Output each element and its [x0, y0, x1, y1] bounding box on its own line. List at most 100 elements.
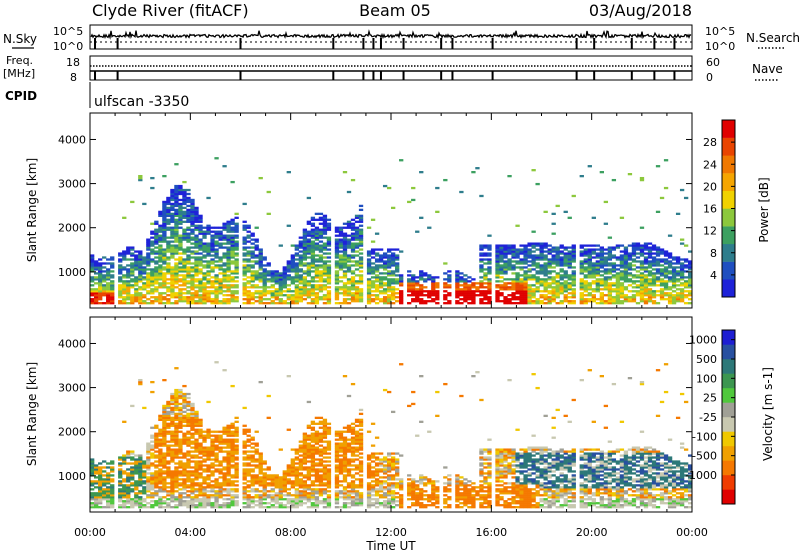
heatmap-cell: [623, 268, 629, 271]
heatmap-cell: [655, 250, 661, 253]
heatmap-cell: [374, 278, 380, 281]
heatmap-cell: [306, 484, 312, 487]
heatmap-cell: [531, 302, 536, 305]
heatmap-cell: [314, 272, 320, 275]
heatmap-cell: [623, 274, 629, 277]
heatmap-cell: [122, 276, 127, 279]
heatmap-cell: [190, 284, 195, 287]
heatmap-cell: [118, 490, 123, 493]
heatmap-cell: [182, 394, 187, 398]
heatmap-cell: [242, 240, 247, 243]
heatmap-cell: [198, 474, 203, 477]
heatmap-cell: [134, 492, 139, 495]
heatmap-cell: [382, 262, 388, 265]
heatmap-cell: [535, 280, 540, 283]
heatmap-cell: [487, 282, 492, 285]
heatmap-cell: [611, 256, 617, 259]
heatmap-cell: [386, 250, 392, 253]
heatmap-cell: [443, 278, 448, 281]
heatmap-cell: [374, 288, 380, 291]
heatmap-cell: [419, 171, 424, 174]
heatmap-cell: [555, 248, 560, 251]
heatmap-cell: [226, 470, 231, 473]
heatmap-cell: [551, 288, 556, 291]
heatmap-cell: [663, 266, 669, 269]
heatmap-cell: [174, 296, 179, 299]
heatmap-cell: [591, 272, 596, 275]
heatmap-cell: [182, 492, 187, 495]
heatmap-cell: [170, 220, 175, 223]
heatmap-cell: [154, 250, 159, 253]
heatmap-cell: [687, 302, 693, 305]
heatmap-cell: [519, 248, 524, 251]
heatmap-cell: [262, 280, 267, 283]
heatmap-cell: [246, 470, 251, 473]
heatmap-cell: [166, 244, 171, 247]
heatmap-cell: [258, 256, 263, 259]
heatmap-cell: [563, 284, 568, 287]
heatmap-cell: [687, 264, 693, 267]
heatmap-cell: [659, 290, 665, 293]
heatmap-cell: [94, 260, 99, 263]
heatmap-cell: [579, 270, 584, 273]
heatmap-cell: [166, 440, 171, 443]
heatmap-cell: [190, 198, 195, 202]
heatmap-cell: [130, 272, 135, 275]
heatmap-cell: [623, 266, 629, 269]
heatmap-cell: [571, 258, 576, 261]
heatmap-cell: [178, 190, 183, 194]
heatmap-cell: [250, 464, 255, 467]
heatmap-cell: [487, 244, 492, 247]
heatmap-cell: [395, 280, 400, 283]
heatmap-cell: [246, 252, 251, 255]
heatmap-cell: [487, 262, 492, 265]
heatmap-cell: [647, 284, 653, 287]
heatmap-cell: [162, 252, 167, 255]
heatmap-cell: [647, 262, 653, 265]
heatmap-cell: [619, 300, 625, 303]
heatmap-cell: [214, 484, 219, 487]
heatmap-cell: [158, 418, 163, 421]
heatmap-cell: [234, 242, 239, 245]
heatmap-cell: [90, 288, 95, 291]
heatmap-cell: [218, 292, 223, 295]
heatmap-cell: [178, 424, 183, 427]
heatmap-cell: [110, 276, 115, 279]
heatmap-cell: [194, 412, 199, 416]
heatmap-cell: [174, 214, 179, 217]
heatmap-cell: [391, 294, 396, 297]
heatmap-cell: [178, 446, 183, 449]
heatmap-cell: [527, 268, 532, 271]
heatmap-cell: [463, 300, 468, 303]
heatmap-cell: [246, 224, 251, 227]
heatmap-cell: [270, 296, 275, 299]
heatmap-cell: [138, 502, 143, 505]
heatmap-cell: [366, 288, 372, 291]
heatmap-cell: [535, 244, 540, 247]
heatmap-cell: [134, 256, 139, 259]
heatmap-cell: [619, 244, 625, 247]
heatmap-cell: [202, 298, 207, 301]
heatmap-cell: [102, 290, 107, 293]
heatmap-cell: [190, 502, 195, 505]
heatmap-cell: [447, 286, 452, 289]
heatmap-cell: [178, 452, 183, 455]
heatmap-cell: [515, 276, 520, 279]
heatmap-cell: [483, 282, 488, 285]
heatmap-cell: [294, 452, 299, 455]
heatmap-cell: [250, 264, 255, 267]
heatmap-cell: [194, 472, 199, 475]
heatmap-cell: [294, 484, 299, 487]
heatmap-cell: [178, 214, 183, 217]
heatmap-cell: [278, 280, 283, 283]
heatmap-cell: [667, 254, 673, 257]
heatmap-cell: [150, 452, 155, 455]
heatmap-cell: [110, 478, 115, 481]
heatmap-cell: [459, 294, 464, 297]
heatmap-cell: [102, 494, 107, 497]
heatmap-cell: [174, 442, 179, 445]
heatmap-cell: [206, 252, 211, 255]
heatmap-cell: [98, 272, 103, 275]
heatmap-cell: [298, 296, 303, 299]
heatmap-cell: [358, 240, 364, 243]
